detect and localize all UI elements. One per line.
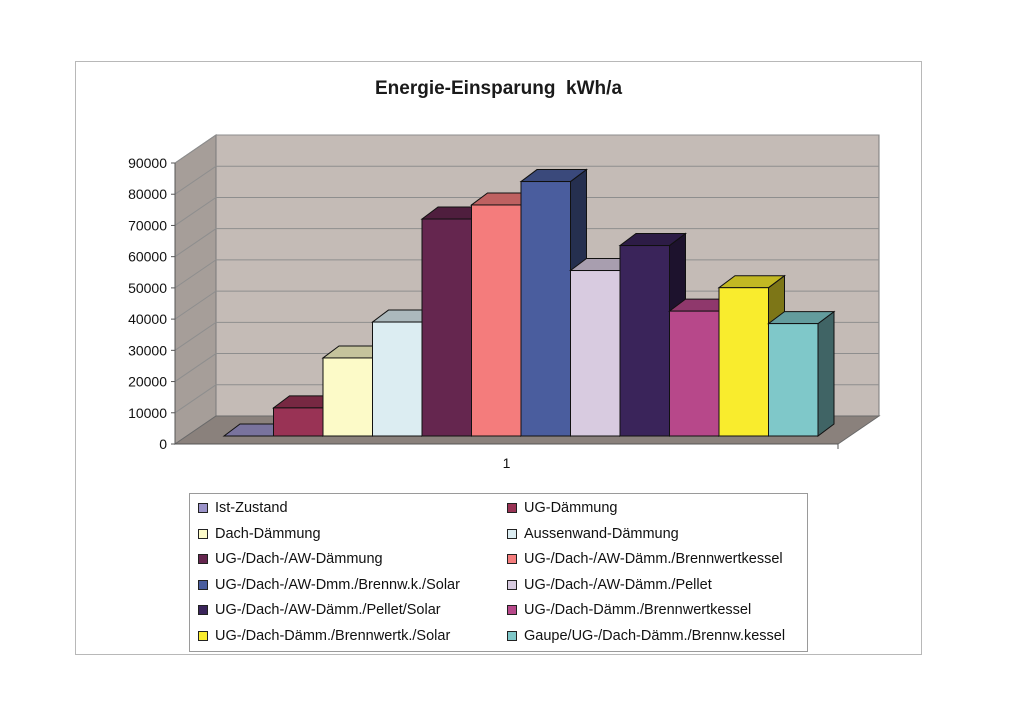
gridline: [174, 196, 879, 226]
chart-title: Energie-Einsparung kWh/a: [374, 78, 623, 99]
bar-front: [421, 218, 472, 437]
bar-front: [619, 245, 670, 437]
legend-item: UG-/Dach-Dämm./Brennwertk./Solar: [198, 628, 450, 644]
gridline: [174, 228, 879, 258]
legend-label: UG-/Dach-/AW-Dmm./Brennw.k./Solar: [215, 576, 460, 593]
bar-front: [372, 321, 423, 437]
legend-item: UG-Dämmung: [507, 500, 617, 516]
legend-label: UG-/Dach-/AW-Dämm./Brennwertkessel: [524, 551, 783, 567]
legend-swatch: [507, 528, 517, 539]
legend-item: UG-/Dach-/AW-Dämm./Pellet: [507, 577, 712, 593]
legend-label: UG-Dämmung: [524, 500, 618, 516]
bar-front: [471, 204, 522, 437]
side-wall: [174, 134, 217, 445]
y-tick-label: 50000: [128, 280, 167, 296]
legend-label: UG-/Dach-/AW-Dämm./Pellet: [524, 576, 712, 593]
legend-item: UG-/Dach-/AW-Dmm./Brennw.k./Solar: [198, 577, 460, 593]
legend-item: Gaupe/UG-/Dach-Dämm./Brennw.kessel: [507, 628, 785, 644]
legend-item: Dach-Dämmung: [198, 526, 321, 542]
legend-label: UG-/Dach-/AW-Dämmung: [215, 551, 383, 567]
gridline: [174, 134, 879, 164]
bar-front: [322, 357, 373, 437]
legend-swatch: [198, 605, 208, 615]
legend-swatch: [198, 630, 208, 641]
y-tick-label: 10000: [128, 405, 167, 421]
legend-swatch: [198, 579, 208, 590]
bar-front: [669, 310, 720, 437]
legend-label: Gaupe/UG-/Dach-Dämm./Brennw.kessel: [524, 627, 786, 644]
legend-label: UG-/Dach-Dämm./Brennwertk./Solar: [215, 627, 451, 644]
legend-label: UG-/Dach-/AW-Dämm./Pellet/Solar: [215, 602, 441, 618]
x-tick-label: 1: [503, 455, 511, 471]
legend-swatch: [507, 503, 517, 513]
y-tick-label: 60000: [128, 249, 167, 265]
bar-front: [273, 407, 324, 437]
legend-swatch: [198, 554, 208, 564]
legend-item: Aussenwand-Dämmung: [507, 526, 679, 542]
y-tick-label: 70000: [128, 217, 167, 233]
bar-front: [768, 323, 819, 437]
legend-label: UG-/Dach-Dämm./Brennwertkessel: [524, 602, 752, 618]
legend-swatch: [198, 503, 208, 513]
legend-item: UG-/Dach-Dämm./Brennwertkessel: [507, 602, 751, 618]
y-tick-label: 40000: [128, 311, 167, 327]
bar-front: [718, 287, 769, 437]
legend-swatch: [507, 554, 517, 564]
legend-swatch: [198, 528, 208, 539]
legend-label: Dach-Dämmung: [215, 525, 321, 542]
y-tick-label: 0: [159, 436, 167, 452]
y-tick-label: 30000: [128, 342, 167, 358]
legend-swatch: [507, 630, 517, 641]
bar-front: [520, 181, 571, 437]
legend-label: Aussenwand-Dämmung: [524, 525, 679, 542]
legend-item: UG-/Dach-/AW-Dämm./Brennwertkessel: [507, 551, 783, 567]
bar-12: [767, 310, 836, 437]
legend-swatch: [507, 579, 517, 590]
legend-item: Ist-Zustand: [198, 500, 288, 516]
bar-11: [717, 274, 786, 437]
legend: Ist-Zustand UG-Dämmung Dach-Dämmung Aussenw…: [189, 493, 808, 652]
legend-swatch: [507, 605, 517, 615]
bar-front: [570, 270, 621, 437]
y-tick-label: 20000: [128, 374, 167, 390]
legend-item: UG-/Dach-/AW-Dämmung: [198, 551, 383, 567]
legend-label: Ist-Zustand: [215, 500, 288, 516]
gridline: [174, 165, 879, 195]
y-tick-label: 90000: [128, 155, 167, 171]
legend-item: UG-/Dach-/AW-Dämm./Pellet/Solar: [198, 602, 441, 618]
y-tick-label: 80000: [128, 186, 167, 202]
bar-side: [817, 310, 835, 437]
